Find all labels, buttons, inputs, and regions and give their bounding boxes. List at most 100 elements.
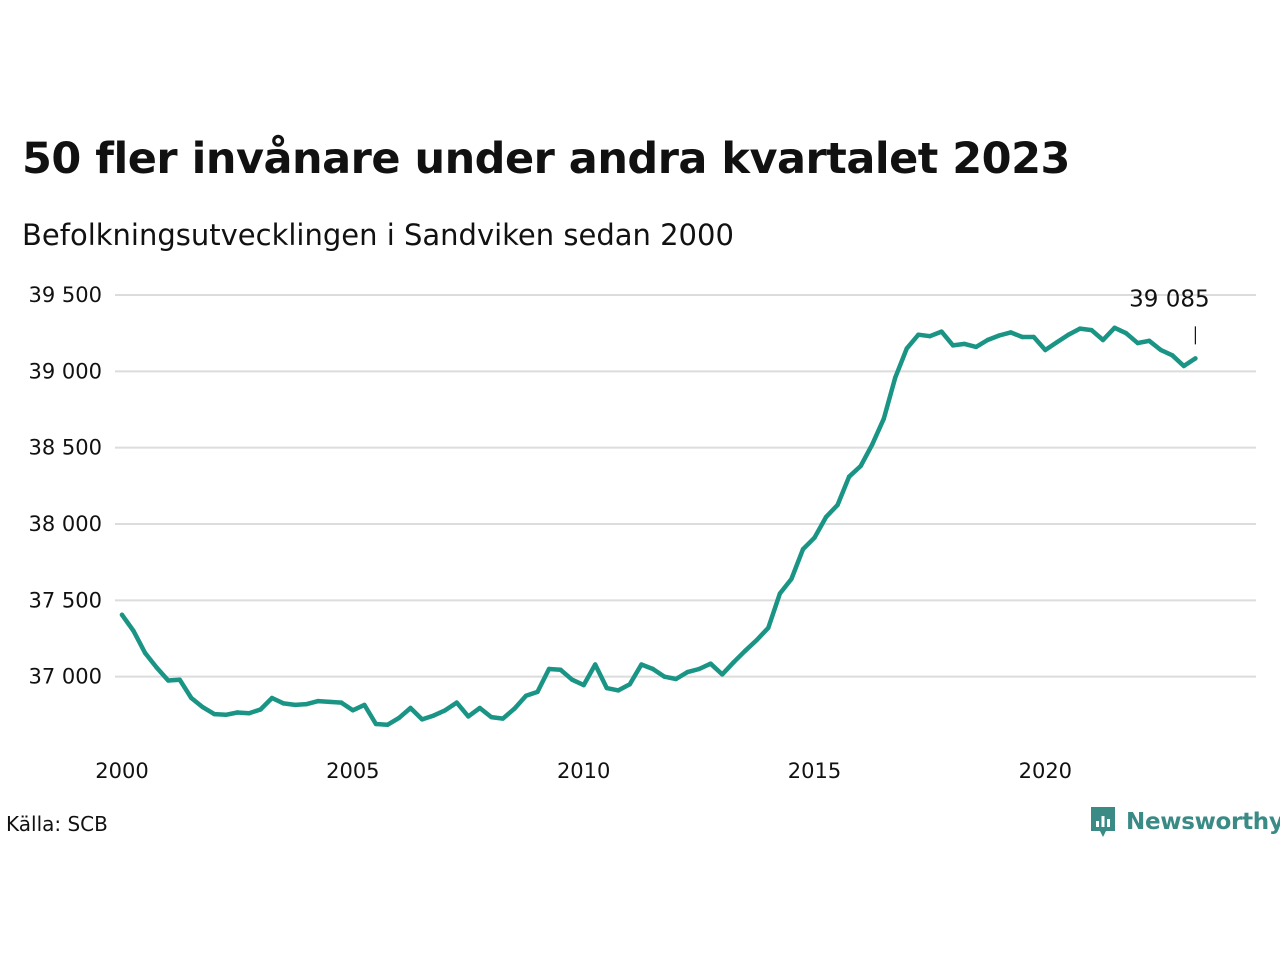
- data-point: [950, 343, 956, 348]
- y-tick-label: 37 000: [29, 665, 102, 689]
- data-point: [408, 705, 413, 711]
- data-point: [1089, 327, 1094, 333]
- data-point: [685, 669, 690, 675]
- data-point: [327, 699, 332, 705]
- data-point: [673, 676, 679, 682]
- data-point: [396, 715, 402, 721]
- data-point: [731, 660, 736, 665]
- data-point: [1054, 340, 1060, 345]
- data-point: [546, 666, 552, 672]
- data-point: [789, 576, 794, 582]
- data-point: [743, 648, 748, 653]
- source-note: Källa: SCB: [6, 812, 108, 836]
- data-point: [281, 701, 286, 706]
- data-point: [916, 332, 921, 337]
- y-tick-label: 38 000: [29, 512, 102, 536]
- data-point: [142, 650, 148, 656]
- data-point: [708, 661, 713, 666]
- data-point: [858, 463, 863, 469]
- data-point: [535, 689, 540, 695]
- data-point: [1008, 330, 1013, 335]
- data-point: [650, 666, 656, 672]
- newsworthy-logo-icon: [1091, 807, 1115, 837]
- data-point: [350, 708, 355, 713]
- data-point: [662, 674, 667, 679]
- data-point: [1112, 325, 1117, 330]
- data-point: [258, 707, 263, 712]
- data-point: [269, 695, 275, 701]
- data-point: [766, 625, 771, 630]
- x-tick-label: 2020: [1019, 759, 1072, 783]
- data-point: [962, 341, 967, 347]
- data-point: [720, 672, 725, 677]
- end-value-label: 39 085: [1129, 286, 1209, 312]
- data-point: [835, 502, 840, 508]
- x-tick-label: 2010: [557, 759, 610, 783]
- data-point: [119, 612, 125, 617]
- y-tick-label: 38 500: [29, 436, 102, 460]
- data-point: [973, 344, 979, 350]
- y-tick-label: 39 000: [29, 359, 102, 383]
- data-point: [246, 711, 252, 716]
- data-point: [454, 700, 459, 705]
- data-point: [639, 662, 644, 667]
- data-point: [385, 722, 390, 727]
- data-point: [1170, 353, 1175, 358]
- data-point: [1100, 337, 1106, 343]
- data-point: [512, 706, 517, 711]
- data-point: [362, 702, 367, 708]
- data-point: [881, 416, 886, 421]
- data-point: [985, 337, 990, 343]
- data-point: [1158, 347, 1164, 353]
- data-point: [373, 721, 379, 727]
- data-point: [1020, 334, 1025, 340]
- y-tick-label: 39 500: [29, 283, 102, 307]
- data-point: [212, 711, 217, 717]
- data-point: [419, 717, 425, 722]
- data-point: [569, 677, 575, 682]
- data-point: [154, 665, 159, 670]
- data-point: [800, 547, 806, 552]
- data-point: [1135, 340, 1140, 346]
- brand-name: Newsworthy: [1126, 809, 1280, 835]
- data-point: [870, 442, 875, 447]
- data-point: [177, 677, 182, 682]
- data-point: [443, 708, 448, 713]
- x-tick-label: 2015: [788, 759, 841, 783]
- data-point: [477, 705, 482, 711]
- data-point: [846, 474, 852, 479]
- x-axis-ticks: 2000 2005 2010 2015 2020: [95, 759, 1072, 783]
- data-point: [616, 688, 621, 693]
- data-point: [166, 678, 171, 683]
- data-point: [939, 329, 944, 334]
- data-point: [627, 682, 632, 687]
- data-point: [593, 662, 598, 667]
- data-point: [316, 698, 321, 704]
- data-point: [1043, 347, 1048, 353]
- data-point: [777, 591, 783, 596]
- data-point: [754, 637, 759, 643]
- data-point: [893, 375, 898, 380]
- population-line: [119, 325, 1198, 728]
- data-point: [812, 535, 817, 540]
- data-point: [1147, 338, 1152, 343]
- data-point: [1193, 356, 1198, 361]
- data-point: [1031, 334, 1037, 340]
- y-tick-label: 37 500: [29, 588, 102, 612]
- data-point: [131, 628, 136, 634]
- newsworthy-brand[interactable]: Newsworthy: [1088, 804, 1280, 840]
- data-point: [1077, 326, 1083, 331]
- data-point: [200, 705, 205, 710]
- data-point: [500, 716, 506, 721]
- x-tick-label: 2005: [326, 759, 379, 783]
- data-point: [696, 666, 702, 672]
- data-point: [304, 701, 309, 707]
- data-point: [189, 695, 194, 701]
- data-point: [1066, 332, 1071, 337]
- data-points: [119, 325, 1198, 727]
- data-point: [466, 714, 471, 719]
- y-axis-ticks: 37 000 37 500 38 000 38 500 39 000 39 500: [29, 283, 102, 689]
- data-point: [997, 333, 1002, 338]
- data-point: [235, 710, 240, 715]
